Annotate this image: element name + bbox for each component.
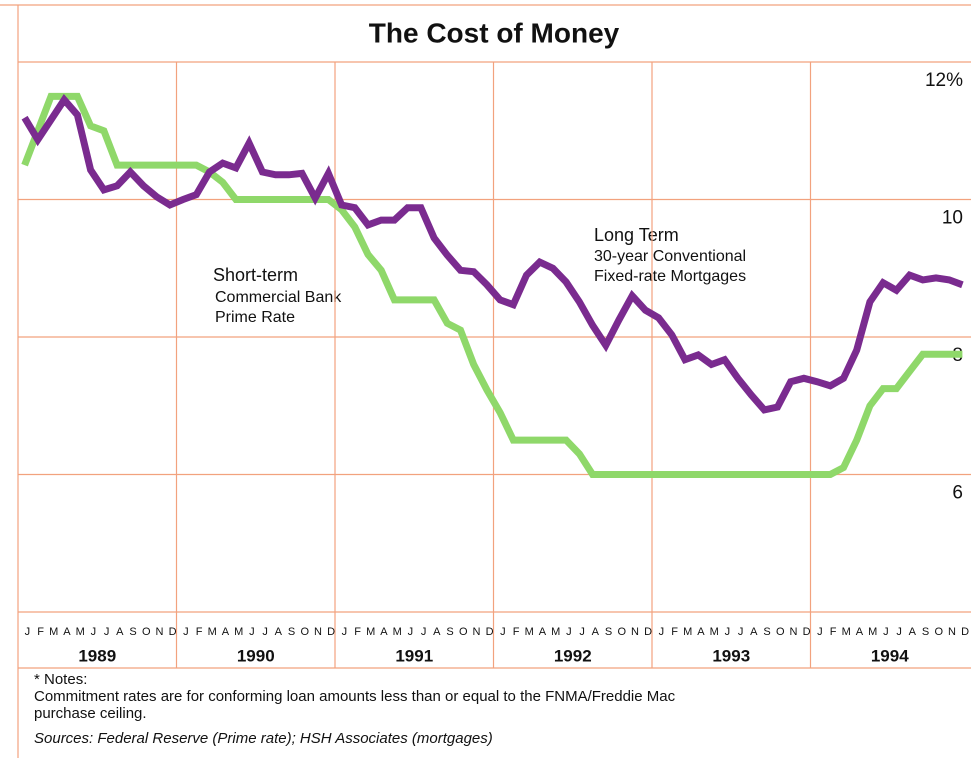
x-tick-label: A	[275, 626, 283, 638]
x-tick-label: M	[234, 626, 244, 638]
x-tick-label: O	[142, 626, 151, 638]
year-label: 1992	[554, 646, 592, 665]
x-tick-label: J	[421, 626, 427, 638]
x-tick-label: A	[592, 626, 600, 638]
note: * Notes:	[34, 671, 87, 688]
x-tick-label: A	[539, 626, 547, 638]
x-tick-label: A	[697, 626, 705, 638]
x-tick-label: J	[579, 626, 585, 638]
x-tick-label: J	[566, 626, 572, 638]
year-label: 1993	[712, 646, 750, 665]
annotation: 30-year Conventional	[594, 248, 746, 265]
note: purchase ceiling.	[34, 705, 147, 722]
x-tick-label: F	[196, 626, 203, 638]
year-label: 1990	[237, 646, 275, 665]
y-tick-label: 12%	[925, 70, 963, 91]
x-tick-label: M	[710, 626, 720, 638]
x-tick-label: A	[909, 626, 917, 638]
x-tick-label: F	[513, 626, 520, 638]
x-tick-label: D	[169, 626, 177, 638]
x-tick-label: J	[817, 626, 823, 638]
x-tick-label: M	[551, 626, 561, 638]
year-label: 1989	[78, 646, 116, 665]
note: Commitment rates are for conforming loan…	[34, 688, 676, 705]
series-line	[21, 94, 964, 414]
x-tick-label: D	[644, 626, 652, 638]
x-tick-label: O	[459, 626, 468, 638]
year-label: 1991	[395, 646, 433, 665]
x-tick-label: J	[883, 626, 889, 638]
x-tick-label: J	[183, 626, 189, 638]
x-tick-label: O	[300, 626, 309, 638]
series-line	[21, 92, 963, 478]
x-tick-label: M	[49, 626, 59, 638]
x-tick-label: N	[631, 626, 639, 638]
x-tick-label: N	[472, 626, 480, 638]
source: Sources: Federal Reserve (Prime rate); H…	[34, 730, 493, 747]
x-tick-label: D	[803, 626, 811, 638]
x-tick-label: S	[129, 626, 137, 638]
x-tick-label: J	[500, 626, 506, 638]
x-tick-label: D	[961, 626, 969, 638]
x-tick-label: S	[763, 626, 771, 638]
chart-title: The Cost of Money	[369, 17, 620, 48]
x-tick-label: O	[934, 626, 943, 638]
x-tick-label: S	[288, 626, 296, 638]
x-tick-label: O	[776, 626, 785, 638]
x-tick-label: J	[408, 626, 414, 638]
x-tick-label: A	[750, 626, 758, 638]
annotation: Fixed-rate Mortgages	[594, 268, 746, 285]
x-tick-label: M	[393, 626, 403, 638]
x-tick-label: J	[104, 626, 110, 638]
x-tick-label: M	[76, 626, 86, 638]
x-tick-label: S	[605, 626, 613, 638]
x-tick-label: F	[671, 626, 678, 638]
x-tick-label: J	[659, 626, 665, 638]
annotation: Short-term	[213, 265, 298, 285]
x-tick-label: N	[948, 626, 956, 638]
x-tick-label: O	[617, 626, 626, 638]
x-tick-label: F	[354, 626, 361, 638]
x-tick-label: M	[208, 626, 218, 638]
x-tick-label: A	[856, 626, 864, 638]
x-tick-label: A	[380, 626, 388, 638]
x-tick-label: N	[789, 626, 797, 638]
x-tick-label: M	[842, 626, 852, 638]
x-tick-label: D	[486, 626, 494, 638]
x-tick-label: A	[116, 626, 124, 638]
x-tick-label: S	[922, 626, 930, 638]
annotation: Prime Rate	[215, 309, 295, 326]
x-tick-label: F	[830, 626, 837, 638]
x-tick-label: N	[314, 626, 322, 638]
x-tick-label: A	[433, 626, 441, 638]
x-tick-label: F	[37, 626, 44, 638]
y-tick-label: 10	[942, 208, 963, 229]
x-tick-label: M	[366, 626, 376, 638]
x-tick-label: D	[327, 626, 335, 638]
x-tick-label: J	[25, 626, 31, 638]
x-tick-label: J	[738, 626, 744, 638]
x-tick-label: A	[222, 626, 230, 638]
x-tick-label: J	[342, 626, 348, 638]
x-tick-label: J	[262, 626, 268, 638]
x-tick-label: J	[896, 626, 902, 638]
x-tick-label: M	[868, 626, 878, 638]
annotation: Commercial Bank	[215, 289, 342, 306]
x-tick-label: M	[525, 626, 535, 638]
x-tick-label: A	[63, 626, 71, 638]
year-label: 1994	[871, 646, 909, 665]
y-tick-label: 6	[952, 483, 963, 504]
x-tick-label: J	[725, 626, 731, 638]
x-tick-label: M	[683, 626, 693, 638]
x-tick-label: N	[155, 626, 163, 638]
x-tick-label: J	[249, 626, 255, 638]
x-tick-label: J	[91, 626, 97, 638]
annotation: Long Term	[594, 225, 679, 245]
x-tick-label: S	[446, 626, 454, 638]
